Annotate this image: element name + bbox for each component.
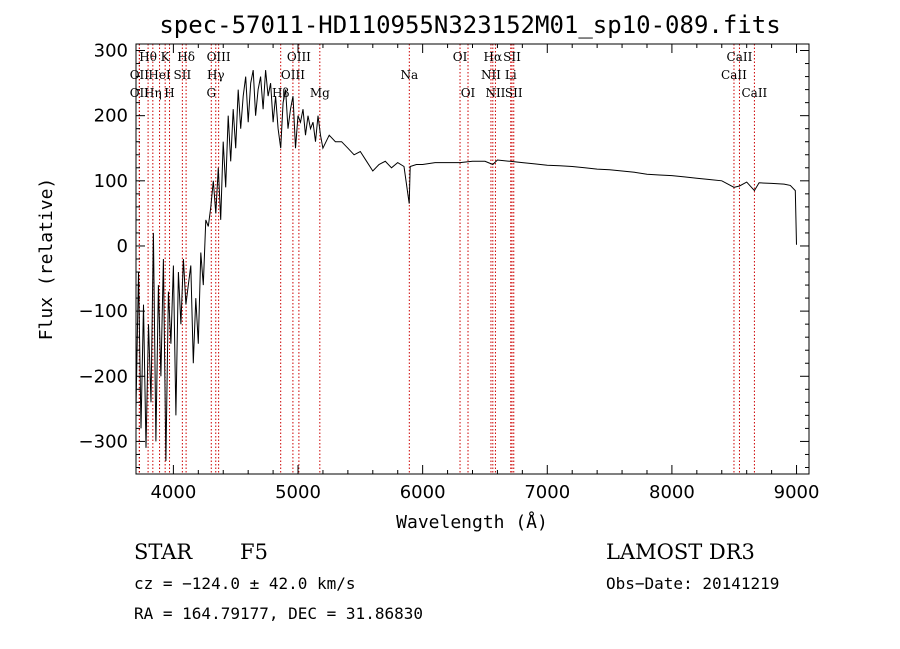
spectral-line-label: CaII — [741, 86, 767, 100]
spectral-line-label: Mg — [310, 86, 330, 100]
chart-title: spec-57011-HD110955N323152M01_sp10-089.f… — [159, 11, 780, 39]
y-axis: −300 −200 −100 0 100 200 300 — [79, 41, 809, 468]
spectral-line-label: SII — [505, 86, 523, 100]
spectral-line-label: NII — [485, 86, 505, 100]
spectral-line-label: SII — [174, 68, 192, 82]
spectral-line-label: HeI — [148, 68, 171, 82]
spectral-line-label: Li — [505, 68, 517, 82]
spectral-line-label: Na — [400, 68, 418, 82]
spectral-line-label: Hγ — [207, 68, 225, 82]
spectral-line-label: OIII — [281, 68, 305, 82]
y-tick-label: 0 — [117, 236, 128, 257]
spectral-line-label: OIII — [207, 50, 231, 64]
spectral-line-label: OI — [461, 86, 476, 100]
x-tick-label: 8000 — [649, 482, 695, 503]
spectral-line-label: OIII — [287, 50, 311, 64]
survey-name: LAMOST DR3 — [606, 540, 755, 564]
spectral-line-label: OII — [130, 86, 150, 100]
y-tick-label: −300 — [79, 431, 128, 452]
x-tick-label: 7000 — [524, 482, 570, 503]
object-subclass: F5 — [240, 540, 268, 564]
spectral-line-label: CaII — [721, 68, 747, 82]
spectral-line-label: Hη — [144, 86, 162, 100]
redshift-readout: cz = −124.0 ± 42.0 km/s — [134, 574, 356, 593]
y-tick-label: −200 — [79, 366, 128, 387]
spectral-line-label: Hβ — [272, 86, 289, 100]
y-axis-label: Flux (relative) — [36, 178, 57, 341]
spectrum-series-line — [135, 70, 797, 462]
spectral-line-label: CaII — [727, 50, 753, 64]
x-tick-label: 4000 — [150, 482, 196, 503]
spectral-line-label: NII — [481, 68, 501, 82]
spectral-line-markers — [138, 44, 755, 474]
coordinates-readout: RA = 164.79177, DEC = 31.86830 — [134, 604, 423, 623]
x-tick-label: 5000 — [275, 482, 321, 503]
spectral-line-label: H — [164, 86, 174, 100]
observation-date: Obs−Date: 20141219 — [606, 574, 779, 593]
spectral-line-label: Hδ — [177, 50, 195, 64]
y-tick-label: −100 — [79, 301, 128, 322]
spectral-line-label: Hθ — [139, 50, 157, 64]
y-tick-label: 100 — [94, 171, 128, 192]
spectral-line-label: OII — [130, 68, 150, 82]
x-tick-label: 9000 — [774, 482, 820, 503]
x-axis-label: Wavelength (Å) — [396, 511, 548, 533]
spectral-line-label: G — [206, 86, 216, 100]
spectral-line-label: K — [161, 50, 171, 64]
y-tick-label: 300 — [94, 41, 128, 62]
spectral-line-label: OI — [453, 50, 468, 64]
object-class: STAR — [134, 540, 193, 564]
x-tick-label: 6000 — [400, 482, 446, 503]
spectral-line-label: Hα — [484, 50, 503, 64]
spectral-line-label: SII — [503, 50, 521, 64]
x-axis: 4000 5000 6000 7000 8000 9000 — [150, 44, 819, 503]
y-tick-label: 200 — [94, 106, 128, 127]
